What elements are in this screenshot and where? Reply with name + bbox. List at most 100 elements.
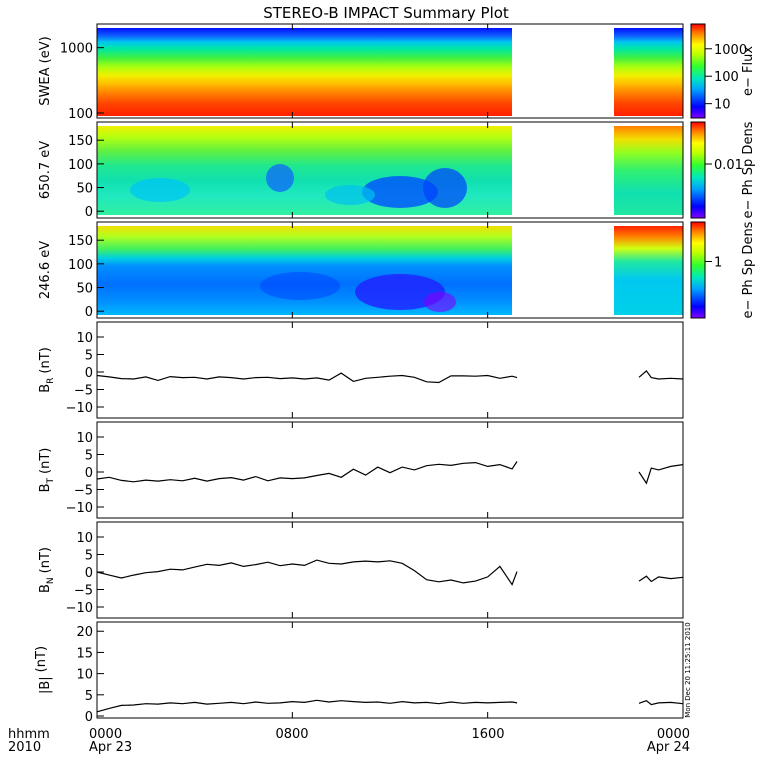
pad650-low-density-patches — [130, 164, 467, 208]
bt-ytick-label: −10 — [66, 501, 93, 516]
bn-frame — [96, 521, 684, 619]
br-ylabel-unit: (nT) — [38, 347, 53, 373]
pad246-ylabel: 246.6 eV — [38, 241, 53, 299]
btot-ytick-label: 15 — [76, 646, 93, 661]
br-series-line — [96, 372, 518, 384]
swea-spectrogram-right — [614, 28, 683, 116]
time-date-end: Apr 24 — [647, 740, 690, 755]
bn-ytick-label: −5 — [74, 584, 93, 599]
pad246-spectrogram-right — [614, 226, 683, 315]
br-ytick-label: 0 — [85, 366, 93, 381]
pad650-ytick-label: 150 — [68, 134, 93, 149]
br-ytick-label: −5 — [74, 384, 93, 399]
swea-colorbar-tick-label: 100 — [714, 70, 739, 85]
bt-ylabel-unit: (nT) — [38, 448, 53, 474]
pad246-colorbar-label: e− Ph Sp Dens — [741, 221, 756, 318]
bt-ytick-label: 5 — [85, 449, 93, 464]
btot-ylabel-unit: (nT) — [34, 646, 49, 672]
panel-pad246: 246.6 eV e− Ph Sp Dens — [38, 221, 756, 319]
br-series-line — [638, 370, 684, 380]
bn-ytick-label: 5 — [85, 549, 93, 564]
br-ytick-label: 5 — [85, 349, 93, 364]
bt-ytick-label: −5 — [74, 484, 93, 499]
pad650-frame — [96, 121, 684, 219]
bt-ylabel-main: B — [38, 483, 53, 492]
pad650-ytick-label: 100 — [68, 158, 93, 173]
btot-ytick-label: 5 — [85, 689, 93, 704]
swea-ytick-label: 1000 — [60, 42, 93, 57]
panel-btot: |B| (nT) Mon Dec 20 11:25:11 2010 — [34, 621, 692, 719]
time-tick-1600: 1600 — [471, 727, 504, 742]
time-axis-title-hhmm: hhmm — [8, 727, 50, 742]
pad650-spectrogram-right — [614, 126, 683, 215]
time-tick-0800: 0800 — [275, 727, 308, 742]
bt-ytick-label: 0 — [85, 466, 93, 481]
bt-ytick-label: 10 — [76, 431, 93, 446]
bt-ylabel: BT (nT) — [38, 448, 56, 493]
generation-stamp: Mon Dec 20 11:25:11 2010 — [684, 622, 692, 717]
pad246-low-density-patches — [260, 272, 456, 312]
bn-ytick-label: 10 — [76, 531, 93, 546]
panel-swea: SWEA (eV) e− Flux — [38, 23, 756, 119]
pad246-colorbar — [690, 221, 706, 319]
swea-spectrogram-left — [97, 28, 512, 116]
btot-ytick-label: 10 — [76, 668, 93, 683]
btot-ylabel-main: |B| — [38, 676, 53, 694]
bn-ylabel: BN (nT) — [38, 547, 56, 593]
swea-ylabel: SWEA (eV) — [38, 36, 53, 105]
br-ylabel-main: B — [38, 384, 53, 393]
pad246-ytick-label: 50 — [76, 282, 93, 297]
btot-frame — [96, 621, 684, 719]
lines-layer — [96, 370, 684, 713]
panel-pad650: 650.7 eV e− Ph Sp Dens — [38, 121, 756, 219]
panel-bn: BN (nT) — [38, 521, 684, 619]
bn-ytick-label: −10 — [66, 601, 93, 616]
swea-frame — [96, 23, 684, 119]
pad246-colorbar-tick-label: 1 — [714, 255, 722, 270]
panel-br: BR (nT) — [38, 321, 684, 419]
swea-colorbar-label: e− Flux — [741, 46, 756, 96]
pad650-ylabel: 650.7 eV — [38, 141, 53, 199]
pad650-colorbar-label: e− Ph Sp Dens — [741, 121, 756, 218]
plot-title: STEREO-B IMPACT Summary Plot — [263, 4, 509, 22]
btot-series-line — [638, 700, 684, 706]
br-ylabel-sub: R — [46, 378, 56, 384]
btot-ytick-label: 0 — [85, 710, 93, 725]
time-axis-title-year: 2010 — [8, 740, 41, 755]
panel-bt: BT (nT) — [38, 421, 684, 519]
time-tick-0000-end: 0000 — [657, 727, 690, 742]
btot-series-line — [96, 699, 518, 713]
swea-colorbar-tick-label: 10 — [714, 98, 731, 113]
pad246-ytick-label: 0 — [85, 305, 93, 320]
swea-colorbar-tick-label: 1000 — [714, 43, 747, 58]
bt-series-line — [638, 464, 684, 485]
bt-series-line — [96, 461, 518, 483]
pad246-frame — [96, 221, 684, 319]
time-tick-0000-start: 0000 — [89, 727, 122, 742]
btot-ytick-label: 20 — [76, 625, 93, 640]
pad650-ytick-label: 50 — [76, 182, 93, 197]
br-ylabel: BR (nT) — [38, 347, 56, 393]
swea-ytick-label: 100 — [68, 107, 93, 122]
br-ytick-label: −10 — [66, 401, 93, 416]
pad246-ytick-label: 100 — [68, 258, 93, 273]
bn-ylabel-sub: N — [46, 577, 56, 584]
pad650-ytick-label: 0 — [85, 205, 93, 220]
btot-ylabel: |B| (nT) — [34, 646, 53, 694]
bn-series-line — [96, 559, 518, 586]
bn-ylabel-main: B — [38, 584, 53, 593]
bt-frame — [96, 421, 684, 519]
bt-ylabel-sub: T — [46, 477, 56, 484]
bn-ylabel-unit: (nT) — [38, 547, 53, 573]
time-date-start: Apr 23 — [89, 740, 132, 755]
pad650-colorbar-tick-label: 0.01 — [714, 158, 743, 173]
br-frame — [96, 321, 684, 419]
pad650-colorbar — [690, 121, 706, 219]
bn-ytick-label: 0 — [85, 566, 93, 581]
bn-series-line — [638, 575, 684, 583]
pad246-ytick-label: 150 — [68, 234, 93, 249]
swea-colorbar — [690, 23, 706, 119]
br-ytick-label: 10 — [76, 331, 93, 346]
time-axis: hhmm 2010 0000 Apr 23 0800 1600 0000 Apr… — [8, 727, 690, 755]
